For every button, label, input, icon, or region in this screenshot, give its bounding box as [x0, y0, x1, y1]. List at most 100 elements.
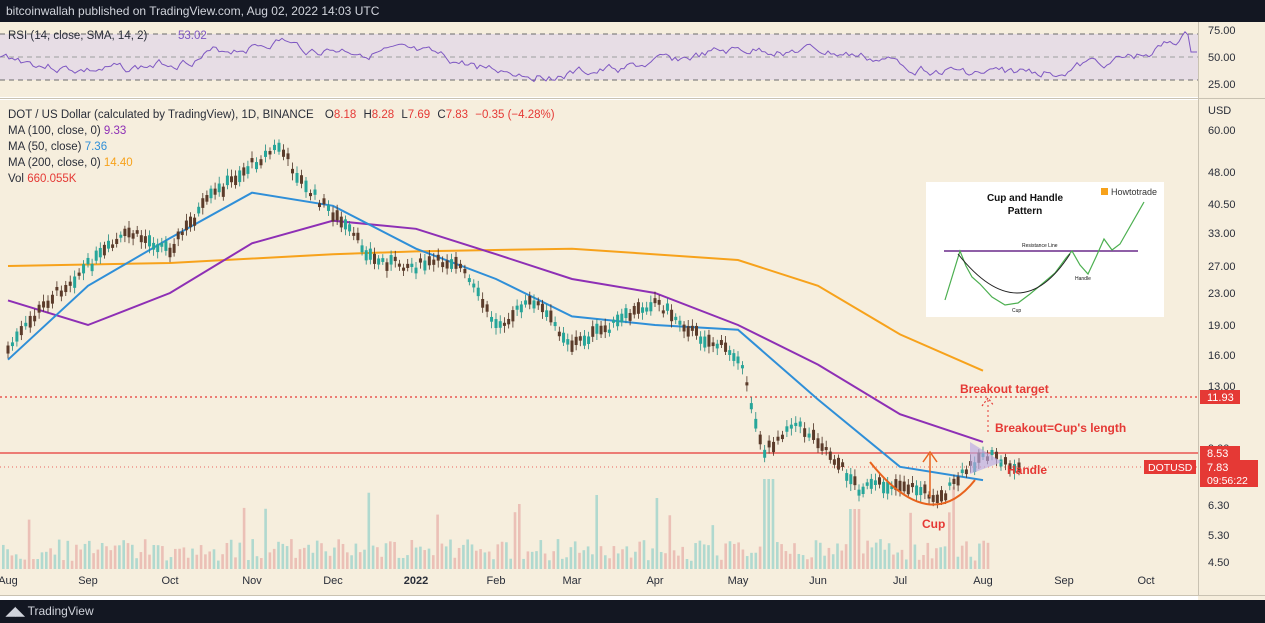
x-tick-label: Dec — [323, 575, 343, 587]
candle-body — [156, 244, 160, 253]
candle-body — [131, 233, 135, 239]
ma200-legend: MA (200, close, 0) 14.40 — [8, 157, 133, 169]
volume-bar — [19, 558, 22, 569]
breakout-arrow — [981, 397, 995, 407]
inset-cup-label: Cup — [1012, 308, 1021, 314]
volume-bar — [10, 555, 14, 569]
x-tick-label: Jul — [893, 575, 907, 587]
volume-bar — [827, 547, 831, 569]
volume-bar — [397, 557, 401, 569]
volume-bar — [341, 543, 345, 569]
candle-body — [776, 436, 780, 441]
volume-bar — [556, 539, 560, 569]
candle-body — [476, 287, 480, 297]
volume-bar — [879, 539, 882, 569]
candle-body — [259, 159, 263, 166]
vol-legend: Vol 660.055K — [8, 173, 76, 185]
volume-bar — [917, 559, 921, 569]
candle-body — [59, 290, 63, 297]
candle-body — [624, 308, 628, 319]
vol-label: Vol — [8, 173, 24, 185]
y-tick-label: 16.00 — [1208, 350, 1236, 362]
candle-body — [545, 310, 549, 317]
volume-bar — [806, 559, 809, 569]
volume-bar — [767, 479, 770, 569]
candle-body — [352, 232, 356, 236]
volume-bar — [122, 540, 125, 569]
candle-body — [803, 428, 807, 437]
volume-bar — [664, 553, 667, 569]
candle-body — [758, 434, 762, 445]
annotation-breakout-target: Breakout target — [960, 382, 1049, 396]
close-value: 7.83 — [445, 109, 469, 121]
volume-bar — [935, 548, 938, 569]
volume-bar — [307, 544, 310, 569]
volume-bar — [281, 543, 285, 569]
candle-body — [343, 219, 347, 230]
candle-body — [230, 176, 233, 183]
rsi-line — [0, 31, 1197, 83]
candle-body — [68, 281, 72, 286]
volume-bar — [165, 560, 168, 569]
volume-bar — [401, 557, 405, 569]
candle-body — [98, 247, 102, 258]
candle-body — [894, 479, 898, 491]
candle-body — [42, 301, 46, 308]
volume-bar — [509, 558, 512, 569]
resistance-tag-text: 8.53 — [1207, 448, 1228, 460]
volume-bar — [2, 544, 5, 569]
candle-body — [300, 175, 303, 184]
volume-bar — [776, 542, 779, 569]
volume-bar — [870, 547, 874, 569]
volume-bar — [707, 545, 710, 569]
countdown-text: 09:56:22 — [1207, 475, 1248, 487]
candle-body — [902, 481, 906, 492]
candle-body — [678, 320, 682, 325]
price-chart[interactable]: RSI (14, close, SMA, 14, 2) 53.02 75.00 … — [0, 22, 1265, 600]
volume-bar — [672, 550, 676, 569]
candle-body — [798, 421, 802, 427]
candle-body — [418, 258, 422, 263]
candle-body — [719, 339, 723, 345]
volume-bar — [702, 544, 706, 569]
volume-bar — [578, 552, 581, 569]
volume-bar — [750, 552, 753, 569]
volume-bar — [242, 507, 246, 569]
candle-body — [910, 483, 914, 488]
ma100-value: 9.33 — [103, 125, 127, 137]
main-pane — [0, 100, 1198, 595]
rsi-value: 53.02 — [178, 30, 207, 42]
inset-title-1: Cup and Handle — [987, 193, 1064, 204]
candle-body — [649, 302, 653, 312]
volume-bar — [363, 549, 366, 569]
candle-body — [587, 336, 591, 344]
x-tick-label: Sep — [78, 575, 98, 587]
last-price-tag — [1200, 460, 1258, 487]
ma50-legend: MA (50, close) 7.36 — [8, 141, 107, 153]
candle-body — [73, 276, 77, 288]
candle-body — [327, 205, 330, 211]
volume-bar — [62, 560, 65, 569]
candle-body — [318, 203, 321, 208]
candle-body — [201, 198, 205, 208]
ma50-label: MA (50, close) — [8, 141, 82, 153]
volume-bar — [561, 558, 564, 569]
rsi-tick-75: 75.00 — [1208, 25, 1236, 37]
candle-body — [695, 325, 698, 336]
volume-bar — [315, 540, 319, 569]
volume-bar — [565, 557, 568, 569]
x-tick-label: Jun — [809, 575, 827, 587]
candle-body — [816, 438, 820, 449]
candle-body — [595, 323, 599, 334]
volume-bar — [582, 550, 586, 569]
target-tag-text: 11.93 — [1207, 392, 1234, 404]
volume-bar — [926, 542, 930, 569]
volume-bar — [690, 560, 693, 569]
candle-body — [19, 326, 23, 336]
candle-body — [674, 316, 678, 321]
volume-bar — [638, 541, 641, 569]
candle-body — [849, 474, 853, 485]
candle-body — [356, 232, 360, 241]
volume-bar — [432, 555, 435, 569]
